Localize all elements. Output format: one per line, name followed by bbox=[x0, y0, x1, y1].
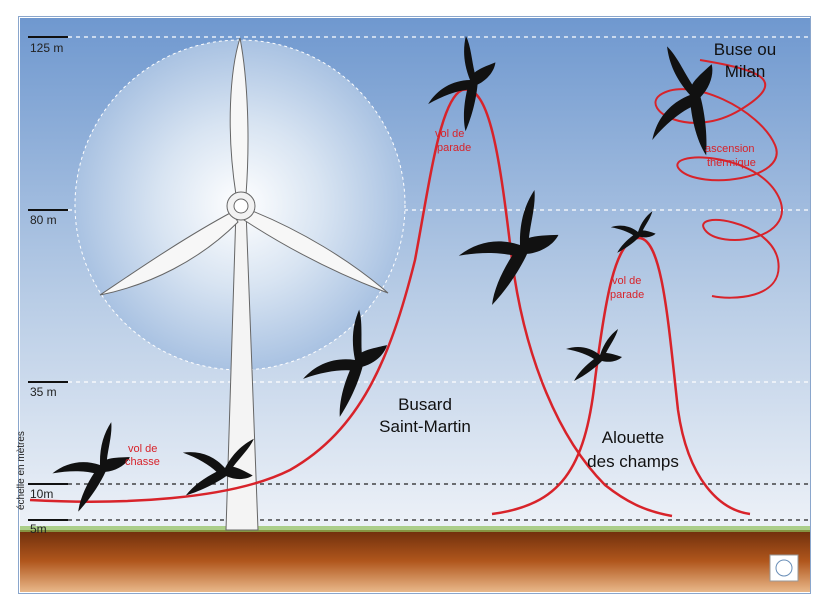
scale-label: 125 m bbox=[30, 41, 63, 55]
bird-name: Alouette des champs bbox=[587, 428, 679, 471]
logo-mark bbox=[775, 559, 793, 577]
scale-label: 10m bbox=[30, 487, 53, 501]
scale-marks bbox=[28, 36, 68, 521]
flight-label: vol de chasse bbox=[125, 443, 160, 468]
ground bbox=[20, 530, 810, 592]
hub-center bbox=[233, 198, 249, 214]
blades bbox=[99, 37, 389, 296]
bird-name: Busard Saint-Martin bbox=[379, 395, 471, 436]
flight-label: vol de parade bbox=[435, 128, 471, 154]
bird-name: Buse ou Milan bbox=[714, 40, 776, 81]
logo bbox=[769, 554, 799, 582]
grass bbox=[20, 526, 810, 532]
flight-label: vol de parade bbox=[610, 275, 644, 301]
scale-label: 80 m bbox=[30, 213, 57, 227]
scale-label: 35 m bbox=[30, 385, 57, 399]
scale-axis-label: échelle en mètres bbox=[16, 431, 27, 510]
flight-label: ascension thermique bbox=[705, 143, 756, 169]
frame bbox=[18, 16, 811, 594]
low-lines bbox=[28, 483, 808, 521]
scale-label: 5m bbox=[30, 522, 47, 536]
